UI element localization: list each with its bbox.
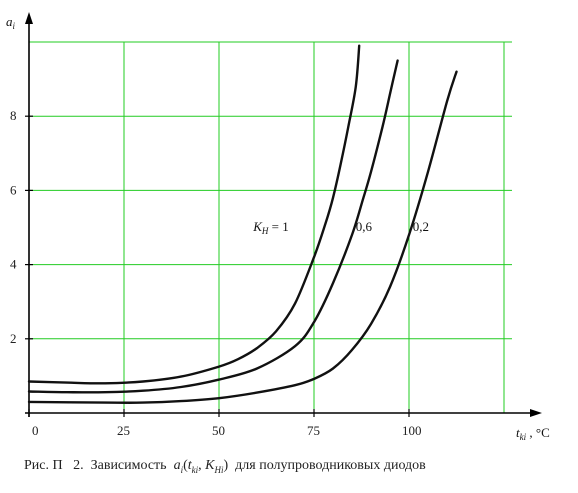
x-axis-arrow xyxy=(530,409,542,417)
y-tick-label-6: 6 xyxy=(10,182,17,197)
series-label-0: KH = 1 xyxy=(252,219,289,236)
chart: 2 4 6 8 0 25 50 75 100 KH = 1 0,6 0,2 ai tki , °C xyxy=(6,12,550,442)
series-line-1 xyxy=(27,59,399,394)
axes xyxy=(25,12,542,417)
series-label-2: 0,2 xyxy=(413,219,429,234)
y-axis-label: ai xyxy=(6,14,16,31)
series-line-0 xyxy=(27,44,361,385)
series-label-1: 0,6 xyxy=(356,219,373,234)
series-labels: KH = 1 0,6 0,2 xyxy=(252,219,429,236)
y-tick-label-4: 4 xyxy=(10,257,17,272)
y-tick-label-8: 8 xyxy=(10,108,17,123)
y-tick-label-2: 2 xyxy=(10,331,17,346)
series-lines xyxy=(27,44,458,404)
figure-caption: Рис. П 2. Зависимость ai(tki, KHi) для п… xyxy=(24,458,426,475)
x-tick-label-50: 50 xyxy=(212,423,225,438)
series-line-2 xyxy=(27,70,458,404)
x-tick-label-0: 0 xyxy=(32,423,39,438)
y-axis-arrow xyxy=(25,12,33,24)
x-tick-label-25: 25 xyxy=(117,423,130,438)
x-tick-label-75: 75 xyxy=(307,423,320,438)
tick-labels: 2 4 6 8 0 25 50 75 100 xyxy=(10,108,422,438)
x-axis-label: tki , °C xyxy=(516,425,550,442)
grid xyxy=(29,41,512,413)
x-tick-label-100: 100 xyxy=(402,423,422,438)
